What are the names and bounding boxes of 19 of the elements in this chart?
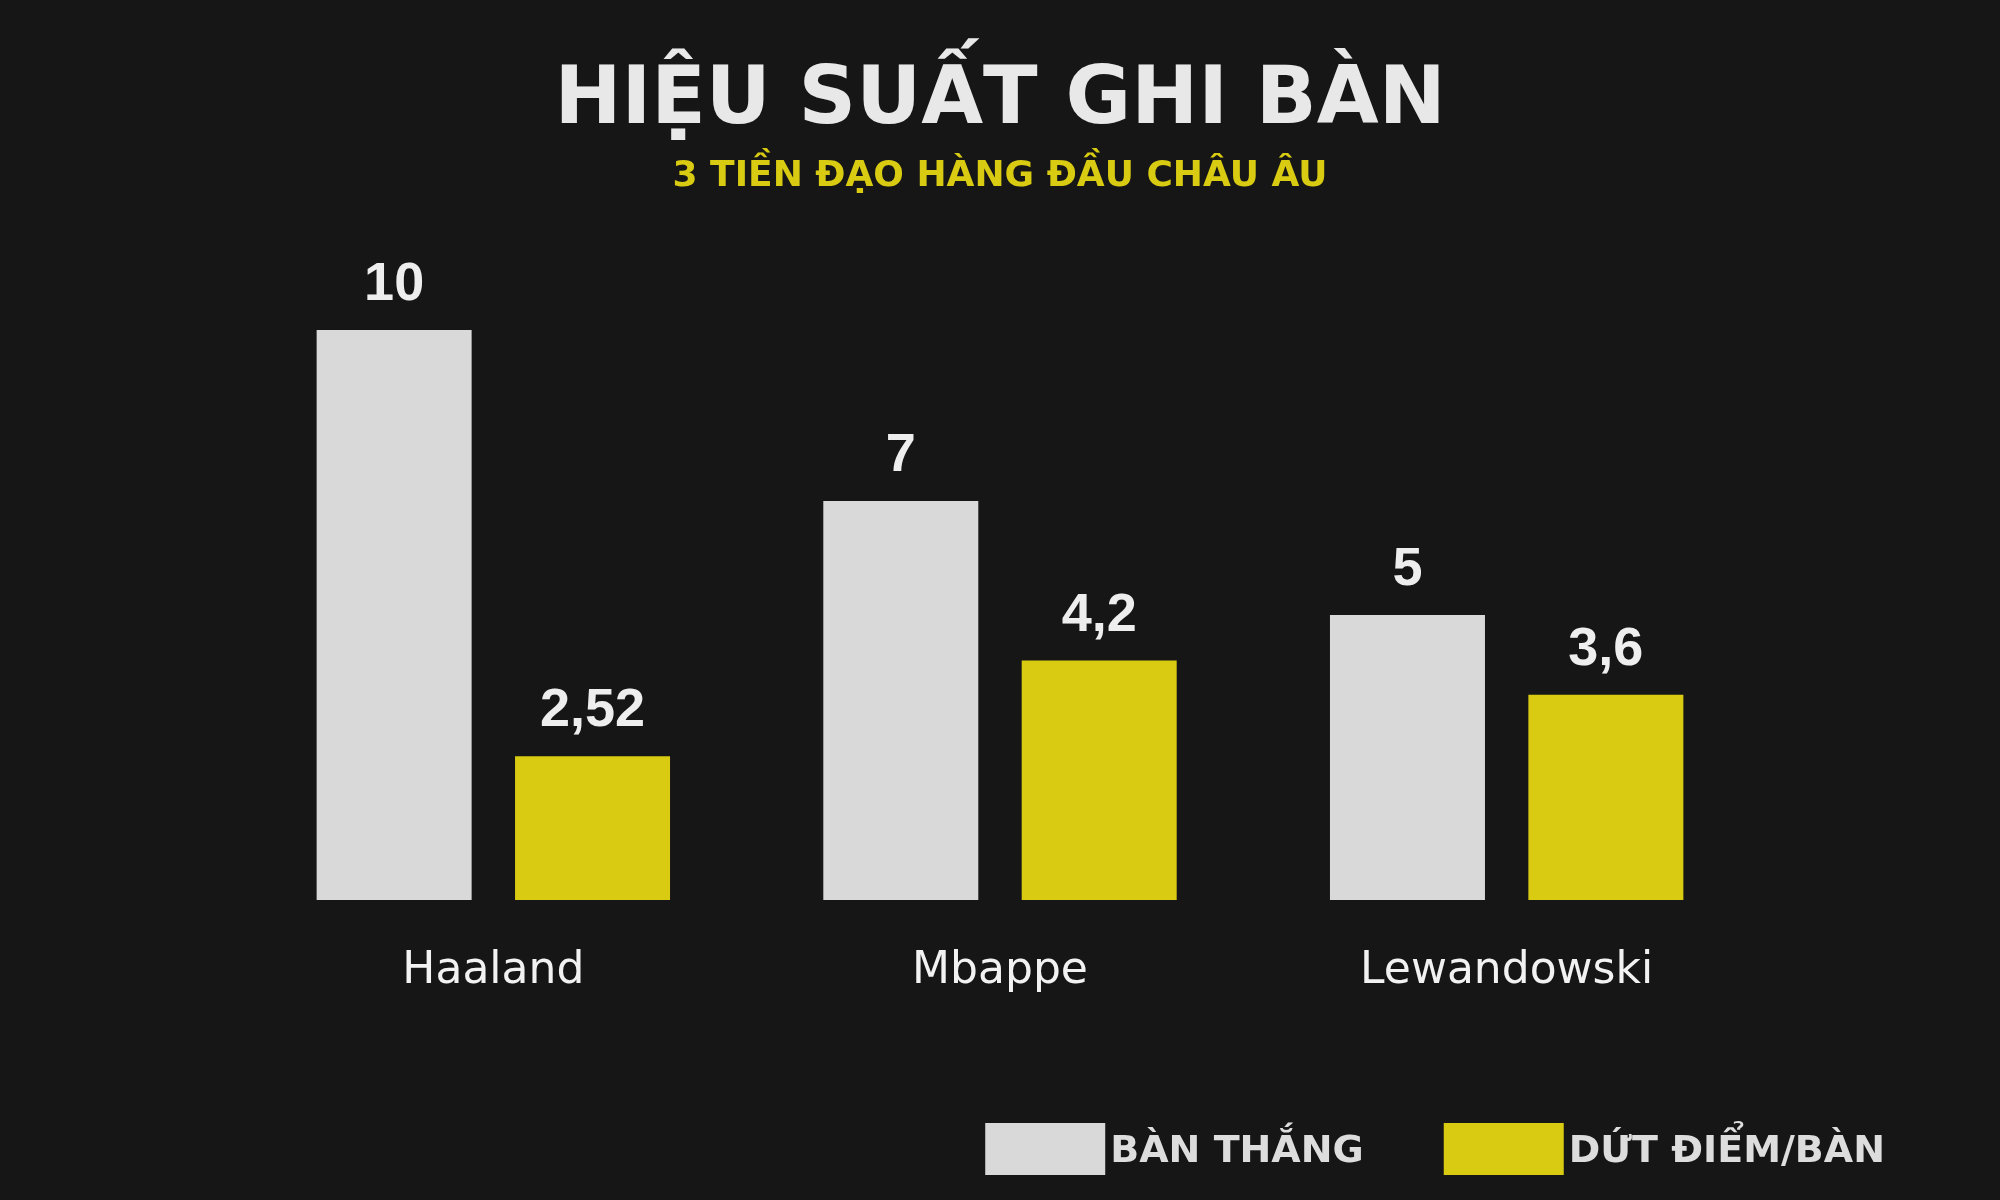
bar	[823, 501, 979, 900]
data-label: 5	[1392, 536, 1423, 596]
data-label: 4,2	[1061, 581, 1137, 642]
chart-title: HIỆU SUẤT GHI BÀN	[554, 37, 1446, 142]
legend-label: DỨT ĐIỂM/BÀN	[1568, 1121, 1885, 1171]
x-tick-label: Lewandowski	[1360, 941, 1654, 993]
bar	[1021, 660, 1177, 900]
data-label: 3,6	[1568, 615, 1644, 676]
bar	[1528, 694, 1684, 900]
legend-label: BÀN THẮNG	[1110, 1122, 1364, 1171]
bar	[316, 330, 472, 900]
bar	[515, 756, 671, 900]
x-tick-label: Mbappe	[912, 941, 1088, 993]
data-label: 7	[885, 422, 916, 482]
bar	[1329, 615, 1485, 900]
x-tick-label: Haaland	[402, 941, 585, 993]
data-label: 10	[364, 251, 425, 311]
chart-subtitle: 3 TIỀN ĐẠO HÀNG ĐẦU CHÂU ÂU	[672, 147, 1328, 194]
data-label: 2,52	[539, 677, 646, 738]
